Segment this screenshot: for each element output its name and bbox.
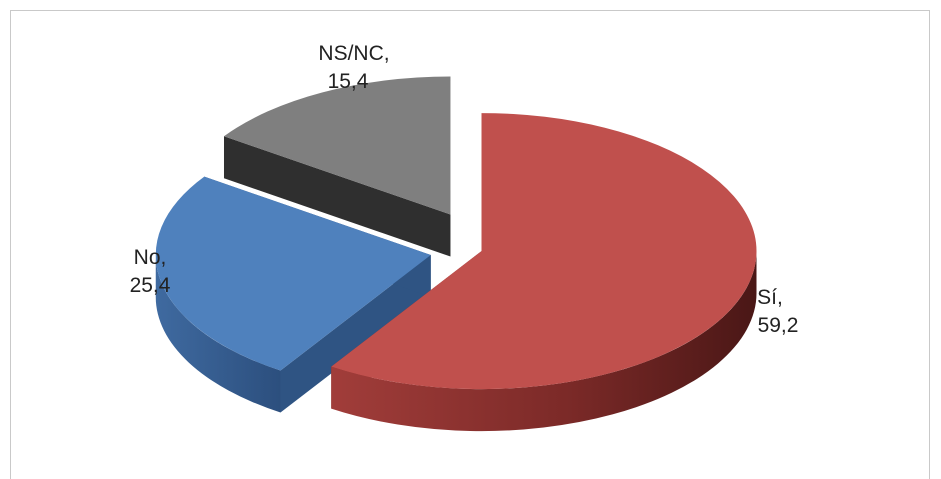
slice-si — [331, 113, 757, 432]
slice-value-no: 25,4 — [130, 274, 171, 297]
slice-rim-no — [155, 254, 281, 413]
slice-label-no: No, — [134, 246, 167, 269]
slice-top-no — [155, 176, 431, 371]
slice-wall-nsnc — [223, 136, 451, 257]
slice-wall-no — [280, 254, 431, 413]
slice-label-si: Sí, — [757, 286, 783, 309]
slice-top-nsnc — [223, 76, 451, 215]
slice-label-nsnc: NS/NC, — [318, 42, 389, 65]
slice-value-si: 59,2 — [758, 314, 799, 337]
slice-nsnc — [223, 76, 451, 257]
slice-rim-si — [331, 251, 757, 432]
slice-top-si — [331, 113, 757, 390]
slice-value-nsnc: 15,4 — [328, 70, 369, 93]
slice-no — [155, 176, 431, 413]
